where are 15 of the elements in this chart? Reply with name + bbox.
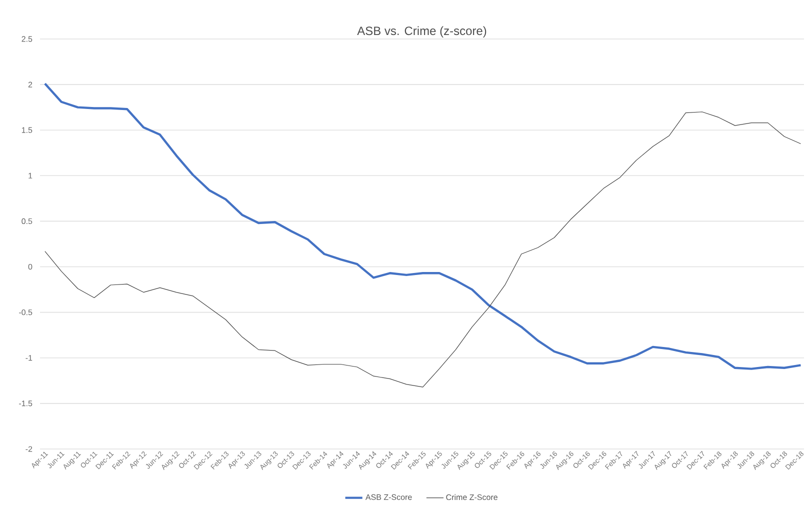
y-tick-label: -1 xyxy=(26,355,32,361)
legend-label: ASB Z-Score xyxy=(365,494,412,500)
y-tick-label: 1 xyxy=(28,172,32,178)
y-tick-label: -1.5 xyxy=(19,400,32,406)
y-tick-label: 2.5 xyxy=(22,36,32,42)
y-tick-label: -0.5 xyxy=(19,309,32,316)
y-tick-label: 0 xyxy=(28,264,32,270)
y-tick-label: 2 xyxy=(28,82,32,88)
legend-label: Crime Z-Score xyxy=(446,494,498,500)
y-tick-label: -2 xyxy=(26,446,32,452)
line-series xyxy=(44,82,802,370)
y-tick-label: 1.5 xyxy=(22,127,32,133)
y-tick-label: 0.5 xyxy=(22,218,32,224)
chart-title: ASB vs. Crime (z-score) xyxy=(357,26,486,38)
line-series xyxy=(44,112,802,388)
